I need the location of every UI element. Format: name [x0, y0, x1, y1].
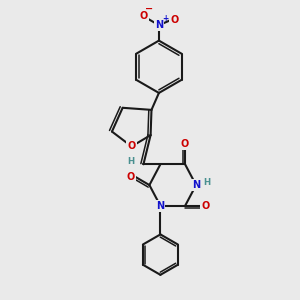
Text: N: N: [192, 180, 200, 190]
Text: +: +: [162, 14, 169, 23]
Text: O: O: [202, 201, 210, 211]
Text: N: N: [156, 201, 164, 211]
Text: O: O: [181, 140, 189, 149]
Text: H: H: [203, 178, 210, 187]
Text: H: H: [128, 158, 134, 166]
Text: −: −: [145, 4, 154, 14]
Text: O: O: [170, 15, 178, 25]
Text: O: O: [128, 141, 136, 152]
Text: O: O: [127, 172, 135, 182]
Text: O: O: [140, 11, 148, 21]
Text: N: N: [155, 20, 163, 30]
